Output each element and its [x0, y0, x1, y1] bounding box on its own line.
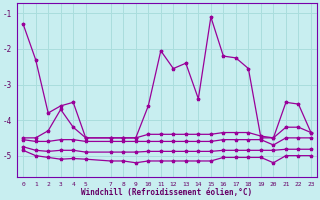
X-axis label: Windchill (Refroidissement éolien,°C): Windchill (Refroidissement éolien,°C) [82, 188, 252, 197]
